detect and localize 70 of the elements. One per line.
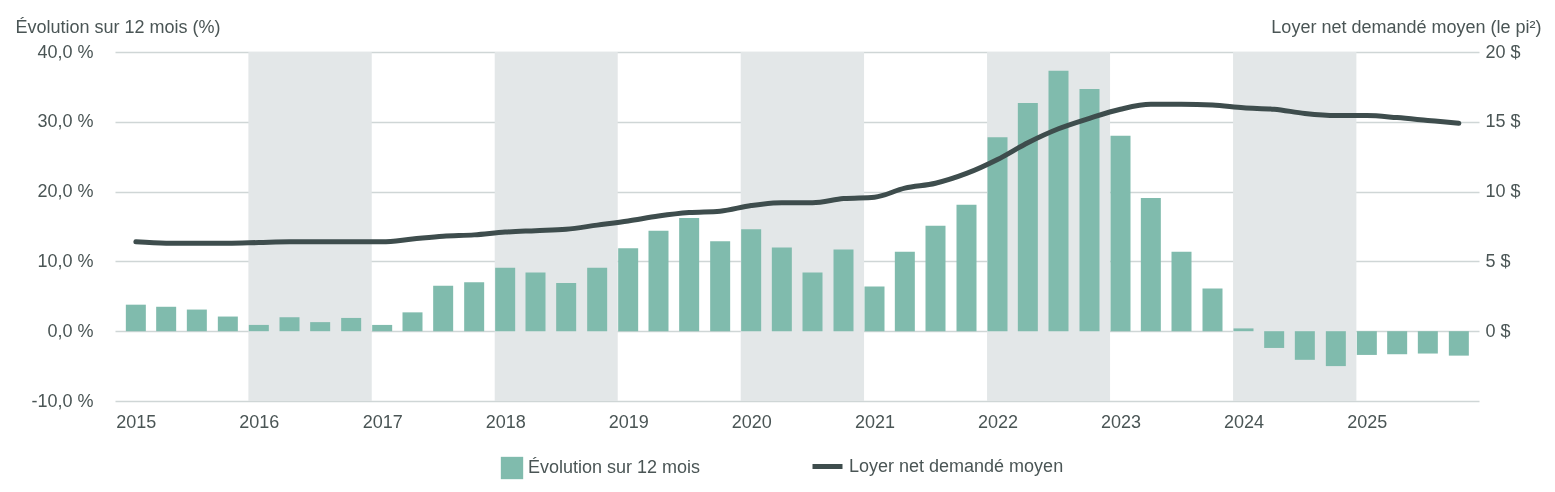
x-tick-label: 2020 [731,411,772,432]
x-tick-label: 2019 [608,411,649,432]
bar [1171,251,1192,332]
y2-axis-title: Loyer net demandé moyen (le pi²) [1271,16,1542,37]
bar [186,309,207,332]
y-tick-label: 0,0 % [47,320,94,341]
bar [987,137,1008,332]
bar [464,282,485,332]
bar [956,204,977,332]
bar [495,267,516,332]
bar [1110,135,1131,332]
bar [771,247,792,332]
y-tick-label: -10,0 % [31,390,94,411]
bar [1417,331,1438,354]
bar [1387,331,1408,355]
x-tick-label: 2021 [854,411,896,432]
y2-tick-label: 15 $ [1485,111,1521,132]
bar [648,230,669,332]
bar [248,324,269,332]
bar [372,324,393,332]
y-tick-label: 20,0 % [37,181,94,202]
bar [618,248,639,332]
bar [587,267,608,332]
bar [1017,102,1038,332]
y-tick-label: 30,0 % [37,111,94,132]
bar [802,272,823,332]
x-tick-label: 2015 [116,411,157,432]
bar [1202,288,1223,332]
bar [894,251,915,332]
bar [341,317,362,332]
x-tick-label: 2023 [1100,411,1142,432]
bar [156,306,177,332]
y2-tick-label: 10 $ [1485,181,1521,202]
bar [1079,88,1100,332]
bar [525,272,546,332]
legend-label: Loyer net demandé moyen [849,455,1064,476]
bar [310,322,331,332]
x-tick-label: 2016 [239,411,280,432]
bar [1448,331,1469,356]
y2-tick-label: 5 $ [1485,250,1511,271]
bar [1356,331,1377,355]
legend-label: Évolution sur 12 mois [528,457,701,477]
x-tick-label: 2022 [977,411,1019,432]
y2-tick-label: 20 $ [1485,41,1521,62]
x-tick-label: 2024 [1223,411,1265,432]
y2-tick-label: 0 $ [1485,320,1511,341]
bar [679,218,700,332]
bar [279,317,300,332]
bar [556,283,577,332]
x-tick-label: 2025 [1347,411,1388,432]
bar [1048,70,1069,332]
bar [833,249,854,332]
y-tick-label: 10,0 % [37,250,94,271]
y-axis-title: Évolution sur 12 mois (%) [15,16,221,37]
bar [402,312,423,332]
bar [741,229,762,332]
bar [125,304,146,332]
bar [1325,331,1346,367]
bar [1294,331,1315,360]
bar [217,316,238,332]
bar [1233,328,1254,332]
bar [710,241,731,332]
x-tick-label: 2017 [362,411,403,432]
x-tick-label: 2018 [485,411,526,432]
y-tick-label: 40,0 % [37,41,94,62]
bar [433,285,454,332]
bar [1264,331,1285,348]
bar [864,286,885,332]
bar [1140,197,1161,332]
bar [925,225,946,332]
